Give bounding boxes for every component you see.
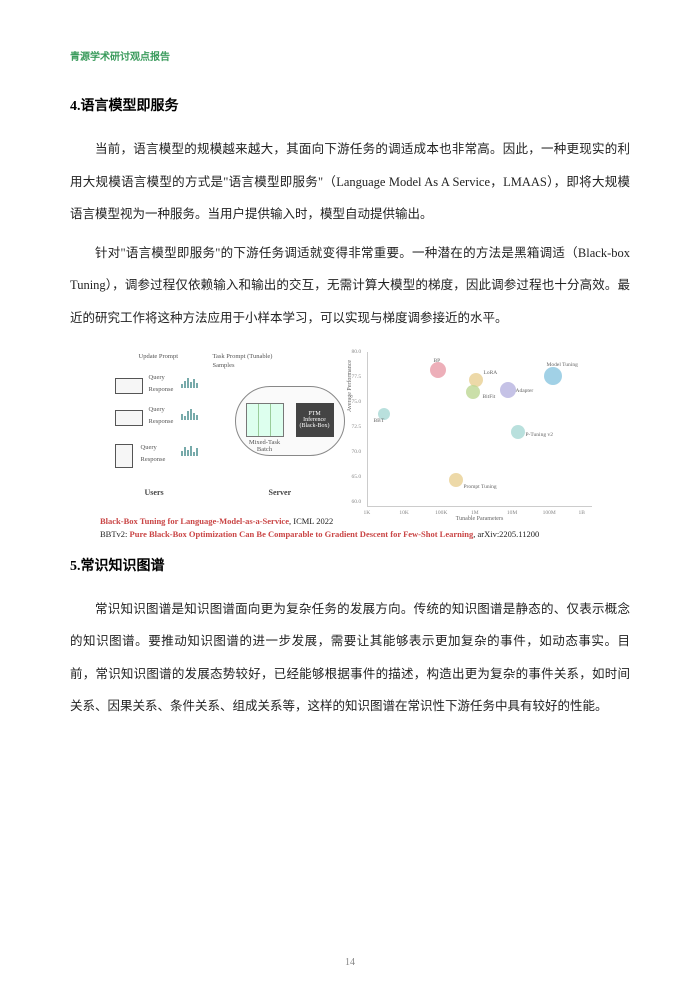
citation-1-tail: , ICML 2022 <box>289 516 333 526</box>
device-icon-3 <box>115 444 133 468</box>
bubble-label-BP: BP <box>434 358 441 364</box>
bubble-PTuningv2 <box>511 425 525 439</box>
sparkline-2 <box>181 408 198 420</box>
citation-2-head: BBTv2: <box>100 529 130 539</box>
sparkline-1 <box>181 376 198 388</box>
device-icon-2 <box>115 410 143 426</box>
task-prompt-label: Task Prompt (Tunable) <box>213 353 273 360</box>
bubble-label-BBT: BBT <box>374 418 385 424</box>
bubble-label-LoRA: LoRA <box>484 370 498 376</box>
header-label: 青源学术研讨观点报告 <box>70 48 630 63</box>
query-label-1: Query <box>149 374 165 381</box>
section-title-5: 5.常识知识图谱 <box>70 555 630 575</box>
chart-xlabel: Tunable Parameters <box>456 516 504 522</box>
query-label-2: Query <box>149 406 165 413</box>
response-label-2: Response <box>149 418 174 425</box>
bubble-PromptTuning <box>449 473 463 487</box>
citation-line-2: BBTv2: Pure Black-Box Optimization Can B… <box>100 528 630 541</box>
users-label: Users <box>145 488 164 497</box>
query-label-3: Query <box>141 444 157 451</box>
page-number: 14 <box>345 957 355 968</box>
citation-2-title: Pure Black-Box Optimization Can Be Compa… <box>130 529 474 539</box>
bubble-container: BBT BP LoRA BitFit Adapter Model Tuning P-Tuni… <box>368 352 592 506</box>
bubble-BitFit <box>466 385 480 399</box>
bubble-BP <box>430 362 446 378</box>
samples-label: Samples <box>213 362 235 369</box>
section-title-4: 4.语言模型即服务 <box>70 95 630 115</box>
bubble-label-BitFit: BitFit <box>483 394 496 400</box>
bubble-label-ModelTuning: Model Tuning <box>547 362 578 368</box>
device-icon-1 <box>115 378 143 394</box>
architecture-diagram: Update Prompt Task Prompt (Tunable) Samp… <box>109 352 349 497</box>
xtick: 10M <box>507 510 517 516</box>
mixed-task-box <box>246 403 284 437</box>
para-5-1: 常识知识图谱是知识图谱面向更为复杂任务的发展方向。传统的知识图谱是静态的、仅表示… <box>70 593 630 723</box>
document-page: 青源学术研讨观点报告 4.语言模型即服务 当前，语言模型的规模越来越大，其面向下… <box>0 0 700 990</box>
figure-row: Update Prompt Task Prompt (Tunable) Samp… <box>70 352 630 507</box>
citation-2-tail: , arXiv:2205.11200 <box>473 529 539 539</box>
ytick: 72.5 <box>352 424 362 430</box>
bubble-label-Adapter: Adapter <box>516 388 534 394</box>
response-label-3: Response <box>141 456 166 463</box>
performance-chart: Average Performance Tunable Parameters B… <box>367 352 592 507</box>
server-label: Server <box>269 488 292 497</box>
ytick: 60.0 <box>352 499 362 505</box>
ytick: 65.0 <box>352 474 362 480</box>
response-label-1: Response <box>149 386 174 393</box>
ytick: 75.0 <box>352 399 362 405</box>
citation-1-title: Black-Box Tuning for Language-Model-as-a… <box>100 516 289 526</box>
update-prompt-label: Update Prompt <box>139 353 179 360</box>
bubble-label-PTuningv2: P-Tuning v2 <box>526 432 553 438</box>
server-cloud: Mixed-Task Batch PTM Inference (Black-Bo… <box>235 386 345 456</box>
xtick: 10K <box>399 510 408 516</box>
ytick: 77.5 <box>352 374 362 380</box>
bubble-Adapter <box>500 382 516 398</box>
sparkline-3 <box>181 444 198 456</box>
citation-line-1: Black-Box Tuning for Language-Model-as-a… <box>100 515 630 528</box>
xtick: 100M <box>543 510 556 516</box>
xtick: 100K <box>435 510 447 516</box>
bubble-label-PromptTuning: Prompt Tuning <box>464 484 497 490</box>
bubble-ModelTuning <box>544 367 562 385</box>
xtick: 1M <box>471 510 479 516</box>
mixed-task-label: Mixed-Task Batch <box>244 439 286 453</box>
ytick: 70.0 <box>352 449 362 455</box>
ytick: 80.0 <box>352 349 362 355</box>
xtick: 1K <box>364 510 371 516</box>
para-4-1: 当前，语言模型的规模越来越大，其面向下游任务的调适成本也非常高。因此，一种更现实… <box>70 133 630 231</box>
xtick: 1B <box>579 510 585 516</box>
citation-block: Black-Box Tuning for Language-Model-as-a… <box>100 515 630 541</box>
para-4-2: 针对"语言模型即服务"的下游任务调适就变得非常重要。一种潜在的方法是黑箱调适（B… <box>70 237 630 335</box>
ptm-inference-box: PTM Inference (Black-Box) <box>296 403 334 437</box>
